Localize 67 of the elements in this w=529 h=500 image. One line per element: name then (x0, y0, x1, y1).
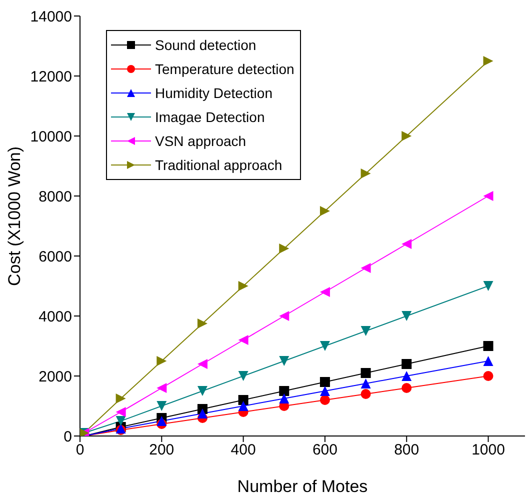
point (360, 368, 371, 378)
x-tick-label: 1000 (472, 442, 505, 459)
point (402, 131, 412, 141)
x-tick-label: 800 (394, 442, 420, 459)
y-tick-label: 2000 (38, 368, 72, 386)
point (360, 389, 371, 399)
legend-label: Temperature detection (155, 60, 294, 79)
point (279, 244, 290, 254)
x-tick-label: 600 (312, 442, 338, 459)
y-tick-label: 8000 (38, 188, 72, 206)
legend-label: VSN approach (155, 132, 246, 151)
point (360, 263, 371, 273)
point (279, 386, 290, 396)
y-tick-label: 14000 (30, 8, 72, 26)
point (402, 239, 412, 249)
legend-label: Humidity Detection (155, 84, 272, 103)
point (279, 356, 290, 366)
point (238, 401, 248, 411)
point (116, 407, 126, 417)
point (402, 311, 412, 321)
point (279, 394, 290, 404)
point (483, 341, 494, 351)
point (156, 416, 167, 426)
point (238, 281, 248, 291)
y-tick-label: 10000 (30, 128, 72, 146)
point (238, 335, 248, 345)
point (320, 341, 330, 351)
point (156, 356, 167, 366)
legend-label: Traditional approach (155, 156, 282, 175)
point (402, 371, 412, 381)
point (116, 394, 126, 404)
point (360, 168, 371, 178)
y-tick-label: 6000 (38, 248, 72, 266)
point (197, 318, 208, 328)
point (279, 311, 290, 321)
point (238, 371, 248, 381)
legend-label: Imagae Detection (155, 108, 265, 127)
point (483, 281, 494, 291)
x-tick-label: 400 (230, 442, 256, 459)
point (360, 326, 371, 336)
y-tick-label: 4000 (38, 308, 72, 326)
point (197, 359, 208, 369)
point (320, 206, 330, 216)
y-tick-label: 12000 (30, 68, 72, 86)
point (156, 383, 167, 393)
point (116, 416, 126, 426)
point (402, 383, 412, 393)
x-tick-label: 200 (149, 442, 174, 459)
point (483, 56, 494, 66)
point (320, 377, 330, 387)
point (483, 371, 494, 381)
point (320, 287, 330, 297)
point (360, 378, 371, 388)
point (483, 356, 494, 366)
point (320, 386, 330, 396)
point (197, 386, 208, 396)
y-tick-label: 0 (64, 428, 72, 446)
point (483, 191, 494, 201)
point (320, 395, 330, 405)
point (238, 395, 248, 405)
x-tick-label: 0 (76, 442, 84, 459)
point (156, 401, 167, 411)
legend-label: Sound detection (155, 36, 256, 55)
point (197, 408, 208, 418)
point (402, 359, 412, 369)
x-axis-title: Number of Motes (237, 477, 368, 496)
y-axis-title: Cost (X1000 Won) (5, 146, 24, 286)
